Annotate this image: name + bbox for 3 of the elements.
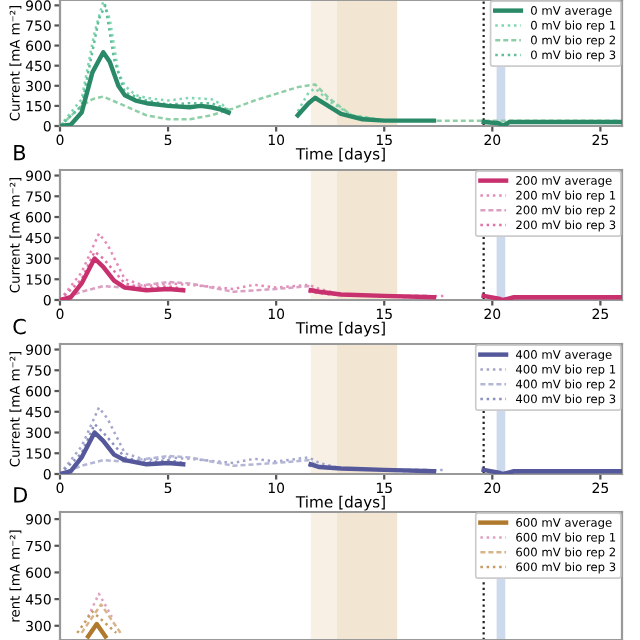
text: B <box>14 144 26 161</box>
text: C <box>13 318 26 335</box>
text: D <box>14 487 28 503</box>
